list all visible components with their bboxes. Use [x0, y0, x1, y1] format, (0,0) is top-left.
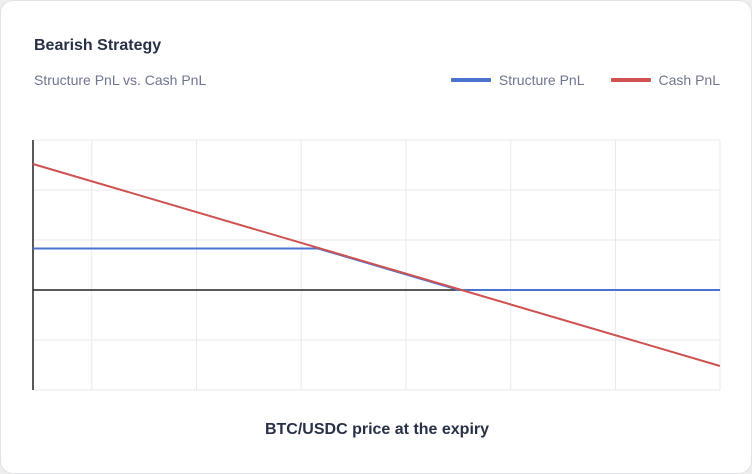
legend-swatch-structure-pnl — [450, 78, 491, 82]
chart-subtitle: Structure PnL vs. Cash PnL — [34, 72, 207, 88]
structure-pnl-line — [33, 247, 720, 291]
legend-item-cash-pnl[interactable]: Cash PnL — [610, 72, 720, 88]
legend-label-cash-pnl: Cash PnL — [658, 72, 720, 88]
chart-title: Bearish Strategy — [34, 37, 162, 54]
legend-label-structure-pnl: Structure PnL — [498, 72, 585, 88]
legend-item-structure-pnl[interactable]: Structure PnL — [450, 72, 585, 88]
chart-legend: Structure PnL Cash PnL — [425, 72, 720, 88]
cash-pnl-line — [32, 163, 721, 367]
x-axis-label: BTC/USDC price at the expiry — [264, 421, 490, 438]
legend-swatch-cash-pnl — [610, 78, 651, 82]
